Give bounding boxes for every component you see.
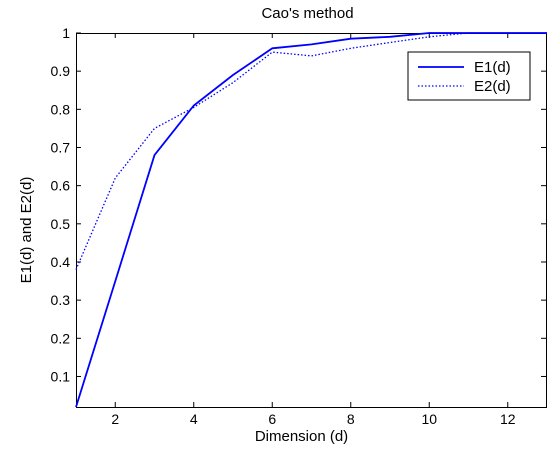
- axis-ticks: 2 4 6 8 10 12 0.1 0.2 0.3 0.4 0.5 0.6 0.7 0.8 0.9 1: [51, 25, 546, 427]
- y-tick-label: 0.3: [51, 292, 71, 308]
- legend: E1(d) E2(d): [407, 51, 531, 101]
- y-tick-label: 1: [62, 25, 70, 41]
- x-tick-label: 4: [190, 411, 198, 427]
- x-tick-label: 10: [421, 411, 437, 427]
- x-tick-label: 12: [500, 411, 516, 427]
- chart-title: Cao's method: [261, 5, 353, 22]
- legend-label: E1(d): [474, 59, 511, 76]
- y-tick-label: 0.2: [51, 330, 71, 346]
- y-axis-title: E1(d) and E2(d): [18, 177, 35, 284]
- legend-label: E2(d): [474, 78, 511, 95]
- y-tick-label: 0.4: [51, 254, 71, 270]
- y-tick-label: 0.1: [51, 368, 71, 384]
- y-tick-label: 0.5: [51, 216, 71, 232]
- x-tick-label: 8: [347, 411, 355, 427]
- series-line-e2d: [75, 32, 547, 270]
- x-tick-label: 2: [111, 411, 119, 427]
- x-tick-label: 6: [268, 411, 276, 427]
- legend-box: [407, 51, 531, 101]
- y-tick-label: 0.7: [51, 139, 71, 155]
- data-series: [75, 32, 547, 408]
- x-axis-title: Dimension (d): [255, 428, 348, 445]
- y-tick-label: 0.8: [51, 101, 71, 117]
- y-tick-label: 0.6: [51, 178, 71, 194]
- y-tick-label: 0.9: [51, 63, 71, 79]
